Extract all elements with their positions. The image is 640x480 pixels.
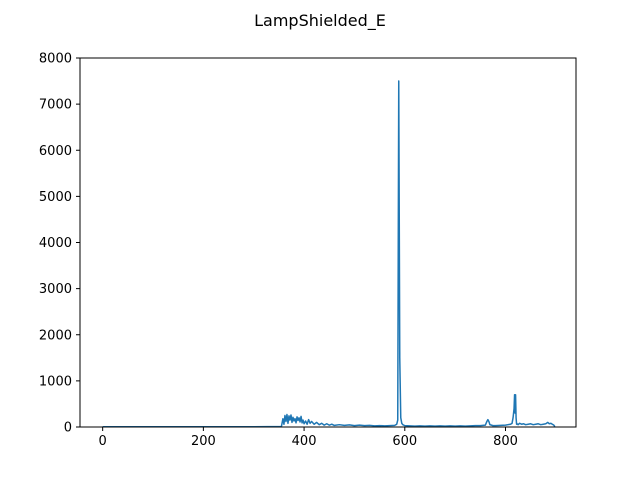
x-axis: 0 200 400 600 800 xyxy=(99,427,518,449)
series-line xyxy=(102,80,556,428)
y-tick-label: 7000 xyxy=(39,98,72,113)
y-tick-label: 0 xyxy=(64,421,72,436)
y-axis: 0 1000 2000 3000 4000 5000 6000 7000 8000 xyxy=(39,52,80,436)
y-tick-label: 8000 xyxy=(39,52,72,67)
x-tick-label: 600 xyxy=(392,434,417,449)
y-tick-label: 1000 xyxy=(39,374,72,389)
y-tick-label: 6000 xyxy=(39,144,72,159)
plot-area xyxy=(80,58,576,427)
y-tick-label: 2000 xyxy=(39,328,72,343)
x-tick-label: 400 xyxy=(292,434,317,449)
x-tick-label: 800 xyxy=(493,434,518,449)
chart-title: LampShielded_E xyxy=(254,11,386,30)
x-tick-label: 200 xyxy=(191,434,216,449)
x-tick-label: 0 xyxy=(99,434,107,449)
y-tick-label: 3000 xyxy=(39,282,72,297)
plot-frame xyxy=(79,57,577,428)
y-tick-label: 4000 xyxy=(39,236,72,251)
y-tick-label: 5000 xyxy=(39,190,72,205)
